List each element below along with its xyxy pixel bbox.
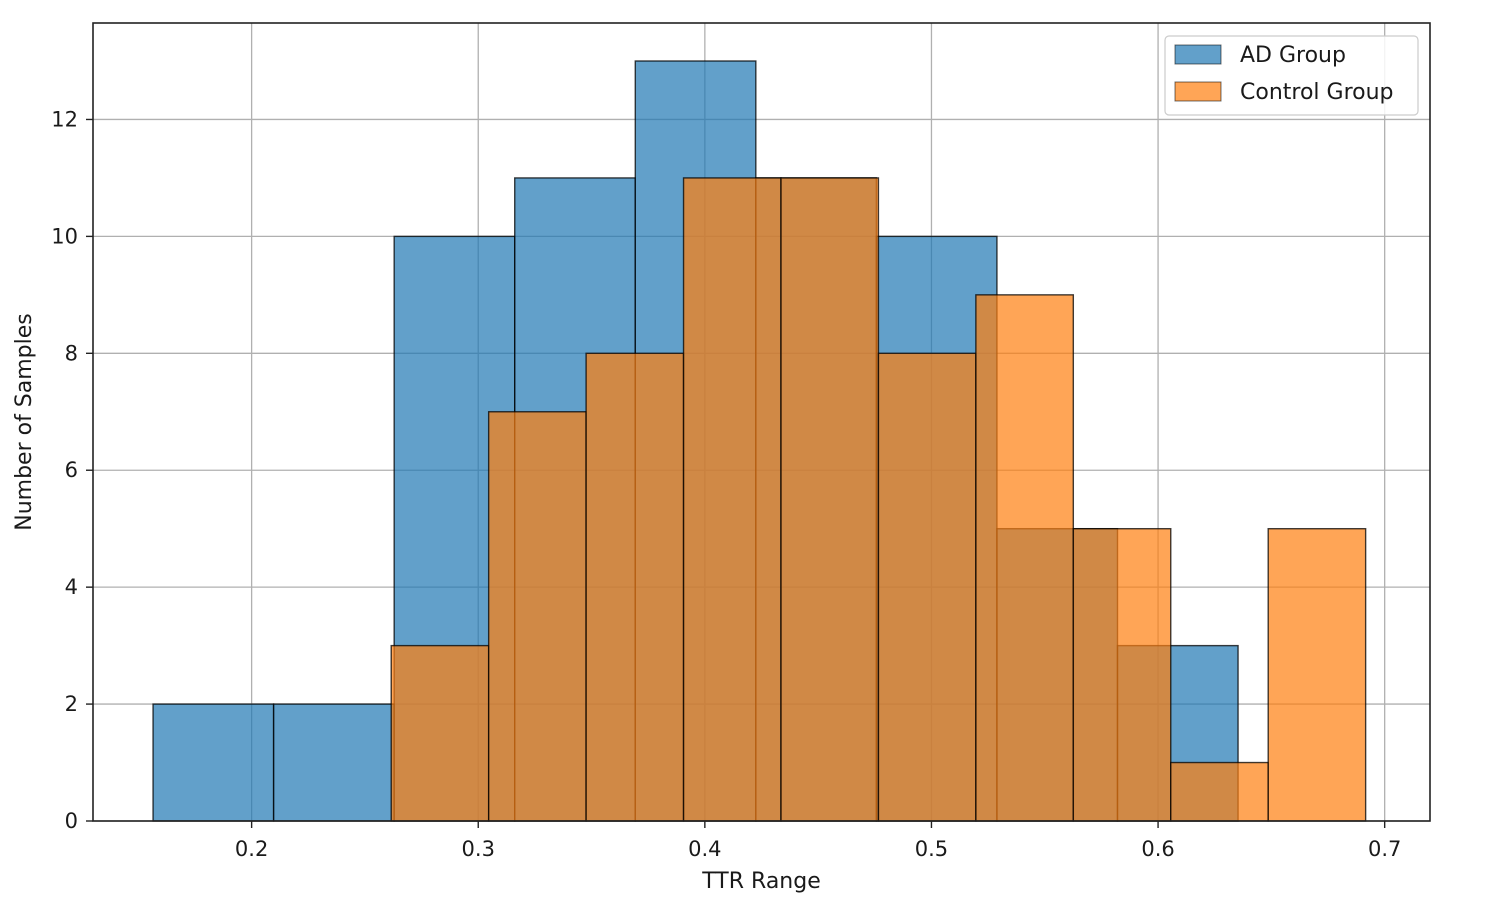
legend-label-ad-group: AD Group <box>1240 43 1346 68</box>
x-tick-label-4: 0.6 <box>1141 837 1174 861</box>
bar-control-group-7 <box>1072 527 1172 822</box>
x-axis-label: TTR Range <box>701 869 821 894</box>
y-tick-label-3: 6 <box>65 458 78 482</box>
legend-swatch-control-group <box>1174 81 1222 102</box>
x-tick-label-0: 0.2 <box>235 837 268 861</box>
bars <box>152 60 1367 822</box>
bar-control-group-0 <box>390 644 490 822</box>
bar-control-group-9 <box>1267 527 1367 822</box>
bar-control-group-1 <box>487 411 587 822</box>
y-tick-label-0: 0 <box>65 809 78 833</box>
bar-control-group-4 <box>780 177 880 822</box>
legend: AD Group Control Group <box>1164 35 1419 116</box>
y-tick-label-2: 4 <box>65 575 78 599</box>
bar-ad-group-1 <box>272 703 395 822</box>
bar-control-group-5 <box>877 352 977 822</box>
bar-control-group-6 <box>975 294 1075 822</box>
y-tick-label-4: 8 <box>65 341 78 365</box>
y-tick-label-6: 12 <box>51 107 78 131</box>
y-tick-label-5: 10 <box>51 224 78 248</box>
plot-frame <box>92 22 1431 822</box>
bar-control-group-8 <box>1170 761 1269 822</box>
bar-ad-group-0 <box>152 703 275 822</box>
y-tick-label-1: 2 <box>65 692 78 716</box>
bar-control-group-2 <box>585 352 685 822</box>
legend-swatch-ad-group <box>1174 44 1222 65</box>
bar-control-group-3 <box>682 177 782 822</box>
x-tick-label-2: 0.4 <box>688 837 721 861</box>
x-tick-label-1: 0.3 <box>462 837 495 861</box>
legend-box <box>1164 35 1419 116</box>
x-tick-label-5: 0.7 <box>1368 837 1401 861</box>
y-axis-label: Number of Samples <box>12 313 37 531</box>
x-tick-label-3: 0.5 <box>915 837 948 861</box>
legend-label-control-group: Control Group <box>1240 80 1394 105</box>
axes: 0.2 0.3 0.4 0.5 0.6 0.7 0 2 4 6 8 10 12 <box>51 107 1401 861</box>
